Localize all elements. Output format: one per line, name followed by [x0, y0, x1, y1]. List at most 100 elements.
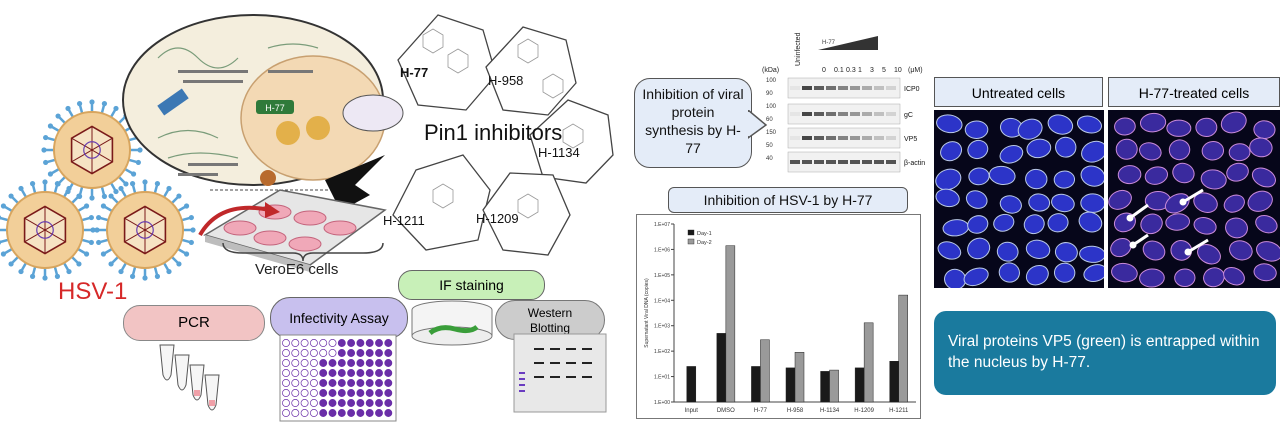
cell-nucleus [1168, 139, 1191, 161]
well [356, 389, 365, 397]
well [319, 389, 328, 397]
cell-nucleus [1139, 268, 1165, 288]
cell-pathway-diagram: H-77 [122, 14, 404, 186]
wb-band [886, 112, 896, 116]
y-tick-label: 1.E+07 [654, 222, 670, 228]
wb-band [886, 136, 896, 140]
well [337, 359, 346, 367]
well [356, 369, 365, 377]
well [365, 399, 374, 407]
well [365, 349, 374, 357]
cell-nucleus [1117, 165, 1142, 185]
cell-nucleus [1226, 162, 1249, 182]
wb-band [850, 86, 860, 90]
well [282, 369, 290, 377]
y-axis-label: Supernatant Viral DNA (copies) [644, 278, 650, 348]
western-blot-figure: (kDa) (μM) Uninfected H-77 0 0.1 0.3 1 3 5 10 … [762, 32, 925, 173]
virus-particle [94, 179, 196, 281]
well [291, 399, 300, 407]
well [328, 349, 337, 357]
wb-band [814, 112, 824, 116]
well [384, 379, 393, 387]
pin1-title: Pin1 inhibitors [424, 120, 563, 145]
wb-mw-mark: 60 [766, 117, 773, 123]
wb-row-label: ICP0 [904, 86, 920, 93]
well [375, 349, 383, 357]
wb-band [850, 160, 860, 164]
cell-nucleus [1025, 168, 1048, 190]
well [356, 379, 365, 387]
cell-nucleus [1144, 166, 1169, 185]
wb-column-label: 3 [870, 67, 874, 74]
wb-column-label: 0.1 [834, 67, 844, 74]
cell-nucleus [1174, 268, 1196, 288]
well [282, 399, 290, 407]
result-caption: Viral proteins VP5 (green) is entrapped … [934, 311, 1276, 395]
hsv-dna-bar-chart: 1.E+07 1.E+06 1.E+05 1.E+04 1.E+03 1.E+02 1.E+… [636, 214, 921, 419]
bar-day-1 [785, 367, 796, 403]
cell-nucleus [1053, 170, 1076, 189]
cell-nucleus [1079, 245, 1104, 263]
well [319, 369, 328, 377]
cell-nucleus [1166, 119, 1192, 137]
well [309, 379, 318, 387]
western-membrane [513, 333, 607, 413]
well [300, 359, 309, 367]
well [328, 369, 337, 377]
well [282, 409, 290, 417]
cell-nucleus [1200, 169, 1227, 190]
cell-nucleus [1225, 217, 1248, 239]
cell-nucleus [1195, 117, 1218, 137]
well [291, 349, 300, 357]
well [347, 369, 356, 377]
wb-band [838, 112, 848, 116]
cell-nucleus [1055, 136, 1077, 158]
well [300, 389, 309, 397]
protein-synthesis-box: Inhibition of viral protein synthesis by… [634, 78, 752, 168]
treated-cells-image [1108, 110, 1280, 288]
well [300, 409, 309, 417]
y-tick-label: 1.E+01 [654, 375, 670, 381]
well [291, 339, 300, 347]
wb-mw-mark: 50 [766, 143, 773, 149]
well [291, 409, 300, 417]
well [282, 389, 290, 397]
well [291, 369, 300, 377]
cell-nucleus [1115, 138, 1138, 160]
wb-row-label: gC [904, 112, 913, 119]
cell-nucleus [937, 241, 962, 260]
well [300, 339, 309, 347]
well [356, 409, 365, 417]
virus-label: HSV-1 [58, 278, 128, 305]
pcr-label: PCR [123, 305, 265, 341]
legend-entry: Day-1 [697, 231, 712, 237]
cell-nucleus [1253, 263, 1277, 282]
well [319, 339, 328, 347]
well [309, 359, 318, 367]
well [337, 369, 346, 377]
cell-nucleus [965, 190, 988, 209]
wb-band [874, 160, 884, 164]
cell-nucleus [1256, 241, 1280, 262]
wb-band [790, 160, 800, 164]
cell-nucleus [1078, 211, 1103, 233]
wb-band [838, 136, 848, 140]
wb-band [850, 112, 860, 116]
well [337, 339, 346, 347]
well [365, 369, 374, 377]
bar-day-1 [716, 333, 727, 403]
y-tick-label: 1.E+06 [654, 247, 670, 253]
cell-nucleus [1253, 120, 1276, 139]
cell-nucleus [1172, 162, 1195, 184]
well [319, 379, 328, 387]
cell-nucleus [1025, 239, 1051, 259]
wb-um-label: (μM) [908, 67, 923, 74]
compound-h958: H-958 [488, 73, 523, 88]
cell-nucleus [1223, 194, 1245, 213]
well [291, 379, 300, 387]
wb-band [802, 136, 812, 140]
well [384, 369, 393, 377]
untreated-header: Untreated cells [934, 77, 1103, 107]
well [384, 339, 393, 347]
wb-band [838, 160, 848, 164]
